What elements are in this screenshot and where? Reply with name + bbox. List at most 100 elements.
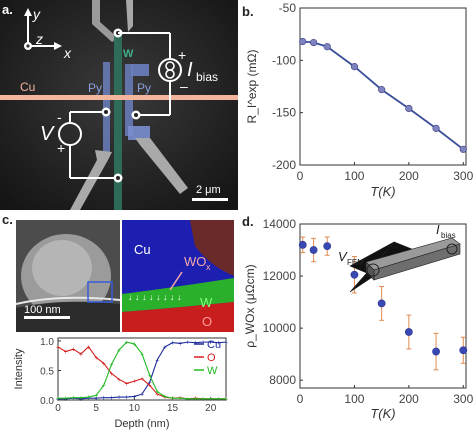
inset-vfem-probe-icon xyxy=(366,263,380,277)
series-marker-w: + xyxy=(178,396,182,403)
resistance-point xyxy=(350,63,359,71)
inset-vfem-label: V xyxy=(338,249,348,264)
series-marker-w: + xyxy=(163,394,167,401)
series-marker-cu: + xyxy=(148,380,152,387)
panel-b: b. 0 100 200 300 -50 -100 -150 -200 T(K) R_I^exp … xyxy=(238,0,474,210)
series-marker-w: + xyxy=(216,396,220,403)
eds-arrows: ↓ ↓ ↓ ↓ ↓ ↓ ↓ ↓ xyxy=(128,292,182,302)
tem-grain-core xyxy=(32,240,92,296)
resistance-line xyxy=(302,40,464,151)
series-marker-o: + xyxy=(216,396,220,403)
series-marker-o: + xyxy=(163,395,167,402)
y-tick-label: 0.5 xyxy=(40,366,54,377)
eds-w-label: W xyxy=(200,295,213,310)
series-marker-w: + xyxy=(117,347,121,354)
bottom-left-lead xyxy=(70,150,112,210)
svg-text:↓ ↓ ↓ ↓ ↓ ↓ ↓ ↓: ↓ ↓ ↓ ↓ ↓ ↓ ↓ ↓ xyxy=(128,292,182,302)
tem-scale-bar xyxy=(24,316,70,319)
series-marker-o: + xyxy=(109,371,113,378)
inset-device-schematic: V FEM I bias xyxy=(338,222,461,293)
inset-ibias-probe-icon xyxy=(446,243,458,255)
resistance-point xyxy=(323,43,331,51)
series-marker-o: + xyxy=(94,355,98,362)
series-marker-w: + xyxy=(224,396,228,403)
py-right-pad xyxy=(131,64,149,76)
y-axis-label: Intensity xyxy=(13,348,25,389)
y-tick-label: -100 xyxy=(272,53,296,67)
eds-o-label: O xyxy=(202,314,212,329)
eds-red-region-bottom xyxy=(122,302,234,332)
series-marker-o: + xyxy=(148,383,152,390)
cu-label: Cu xyxy=(20,80,35,94)
axis-z-label: z xyxy=(35,31,43,47)
series-marker-cu: + xyxy=(117,395,121,402)
axis-y-label: y xyxy=(32,6,41,22)
scale-bar xyxy=(192,198,228,201)
y-tick-label: 14000 xyxy=(263,217,297,231)
series-marker-o: + xyxy=(56,344,60,351)
y-tick-label: -50 xyxy=(279,1,297,15)
py-right-label: Py xyxy=(137,81,151,95)
resistivity-point xyxy=(404,328,413,336)
panel-d-label: d. xyxy=(242,214,254,229)
voltage-minus: - xyxy=(57,109,62,125)
resistivity-point xyxy=(432,347,440,356)
current-subscript: bias xyxy=(196,70,218,84)
y-tick-label: -200 xyxy=(272,158,296,172)
x-tick-label: 200 xyxy=(399,169,419,183)
resistance-point xyxy=(299,37,307,46)
top-right-lead xyxy=(126,0,133,32)
x-axis-label: T(K) xyxy=(370,184,395,199)
series-marker-o: + xyxy=(102,361,106,368)
y-axis-label: R_I^exp (mΩ) xyxy=(245,50,259,124)
voltmeter-circuit: - + V xyxy=(40,107,123,183)
eds-profile-chart: 0 5 10 15 200.00.51.0+ + + + + + + + + + + +++++ + + + + + ++… xyxy=(13,337,228,430)
series-marker-cu: + xyxy=(209,340,213,347)
series-marker-o: + xyxy=(86,344,90,351)
resistivity-chart: 0 100 200 300 8000 10000 12000 14000 V FEM I bias T(… xyxy=(243,217,474,421)
x-tick-label: 0 xyxy=(297,392,304,406)
series-marker-o: + xyxy=(125,381,129,388)
current-source-circuit: + – I bias xyxy=(113,28,218,120)
series-marker-w: + xyxy=(148,373,152,380)
series-marker-cu: + xyxy=(102,395,106,402)
series-marker-cu: + xyxy=(109,395,113,402)
x-tick-label: 5 xyxy=(93,403,99,414)
series-marker-o: + xyxy=(186,396,190,403)
series-marker-o: + xyxy=(64,349,68,356)
legend-label-w: W xyxy=(207,365,218,377)
series-marker-cu: + xyxy=(56,396,60,403)
voltage-symbol: V xyxy=(40,123,55,145)
tem-roi-box xyxy=(87,281,113,303)
series-marker-w: + xyxy=(64,396,68,403)
series-marker-o: + xyxy=(155,392,159,399)
series-marker-cu: + xyxy=(216,340,220,347)
series-marker-w: + xyxy=(170,396,174,403)
series-marker-w: + xyxy=(155,389,159,396)
series-marker-w: + xyxy=(94,393,98,400)
scale-bar-label: 2 μm xyxy=(196,184,221,196)
series-marker-cu: + xyxy=(140,392,144,399)
panel-c-label: c. xyxy=(2,212,13,227)
inset-vfem-subscript: FEM xyxy=(347,258,364,267)
resistivity-point xyxy=(459,346,468,355)
panel-c: 100 nm ↓ ↓ ↓ ↓ ↓ ↓ ↓ ↓ Cu WO x W O 0 5 10 1… xyxy=(0,212,238,433)
eds-wox-label: WO xyxy=(184,254,206,269)
series-marker-o: + xyxy=(224,396,228,403)
series-marker-w: + xyxy=(193,396,197,403)
series-marker-w: + xyxy=(201,396,205,403)
top-left-lead xyxy=(92,0,118,42)
series-marker-cu: + xyxy=(64,396,68,403)
series-marker-w: + xyxy=(79,395,83,402)
x-axis-label: Depth (nm) xyxy=(114,418,169,430)
py-left-label: Py xyxy=(88,81,102,95)
series-marker-cu: + xyxy=(224,340,228,347)
current-symbol: I xyxy=(187,59,193,81)
plot-frame xyxy=(299,7,467,166)
device-sem-image: y z x + – I bias xyxy=(0,0,238,210)
resistance-point xyxy=(378,86,386,94)
series-marker-cu: + xyxy=(178,341,182,348)
x-tick-label: 200 xyxy=(399,392,419,406)
series-marker-o: + xyxy=(201,396,205,403)
